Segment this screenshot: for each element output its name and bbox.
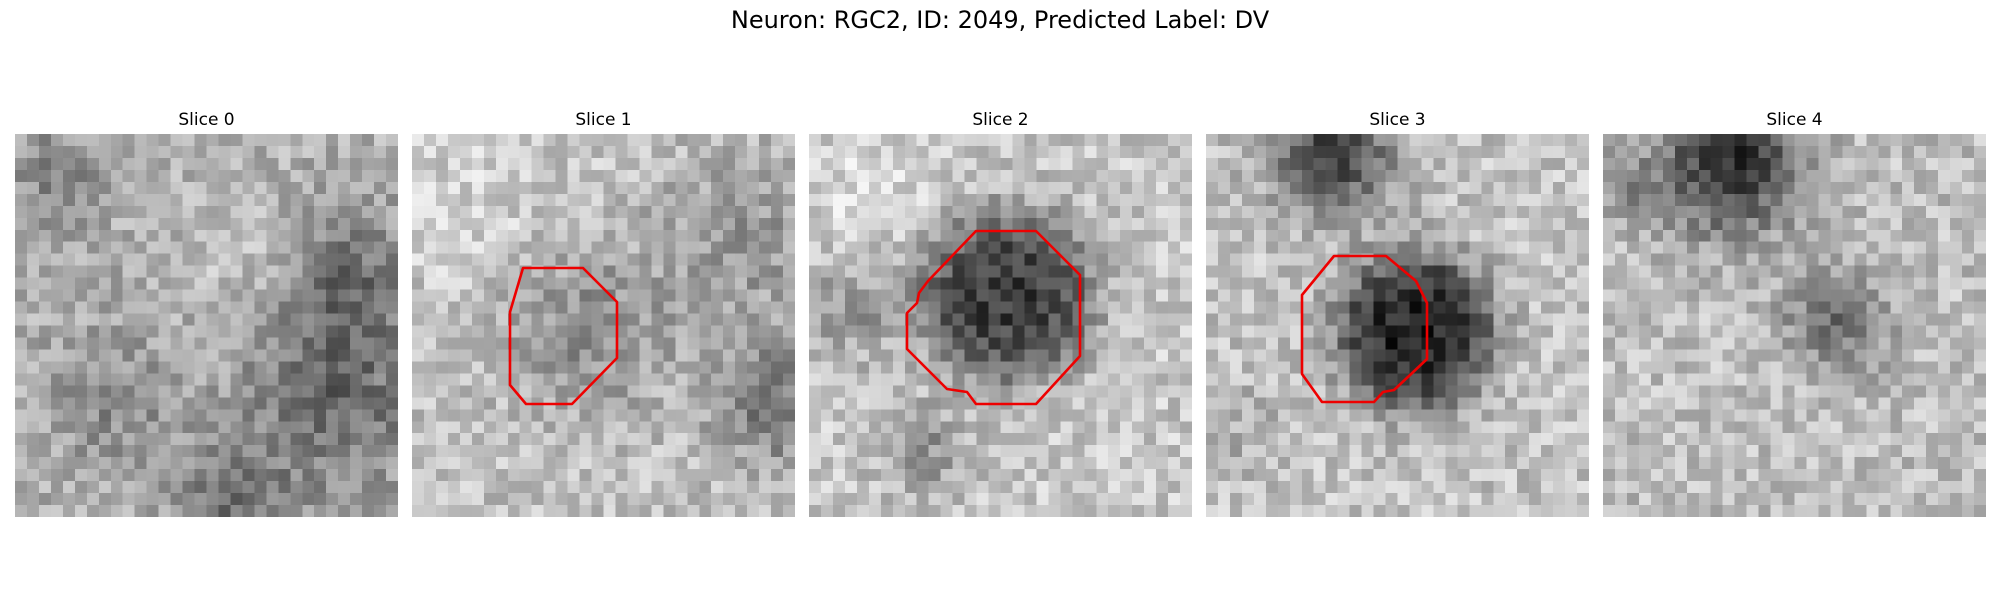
- slice-title: Slice 0: [178, 110, 235, 130]
- cell-contour: [1300, 254, 1429, 404]
- slice-title: Slice 2: [972, 110, 1029, 130]
- cell-contour: [905, 229, 1082, 406]
- slice-image: [15, 134, 398, 517]
- contour-overlay: [905, 229, 1082, 406]
- slice-image: [1206, 134, 1589, 517]
- slice-title: Slice 3: [1369, 110, 1426, 130]
- contour-overlay: [508, 266, 619, 406]
- slice-image: [809, 134, 1192, 517]
- slice-panel-1: Slice 1: [412, 108, 795, 517]
- slice-title: Slice 4: [1766, 110, 1823, 130]
- slice-image-frame: [412, 134, 795, 517]
- slice-panel-2: Slice 2: [809, 108, 1192, 517]
- slice-image-frame: [809, 134, 1192, 517]
- contour-overlay: [1300, 254, 1429, 404]
- slice-panel-4: Slice 4: [1603, 108, 1986, 517]
- slice-image-frame: [15, 134, 398, 517]
- slice-image-frame: [1206, 134, 1589, 517]
- cell-contour: [508, 266, 619, 406]
- slice-image: [412, 134, 795, 517]
- slice-panel-0: Slice 0: [15, 108, 398, 517]
- slice-image-frame: [1603, 134, 1986, 517]
- figure-title: Neuron: RGC2, ID: 2049, Predicted Label:…: [730, 6, 1270, 34]
- slice-image: [1603, 134, 1986, 517]
- slice-panel-3: Slice 3: [1206, 108, 1589, 517]
- slice-title: Slice 1: [575, 110, 632, 130]
